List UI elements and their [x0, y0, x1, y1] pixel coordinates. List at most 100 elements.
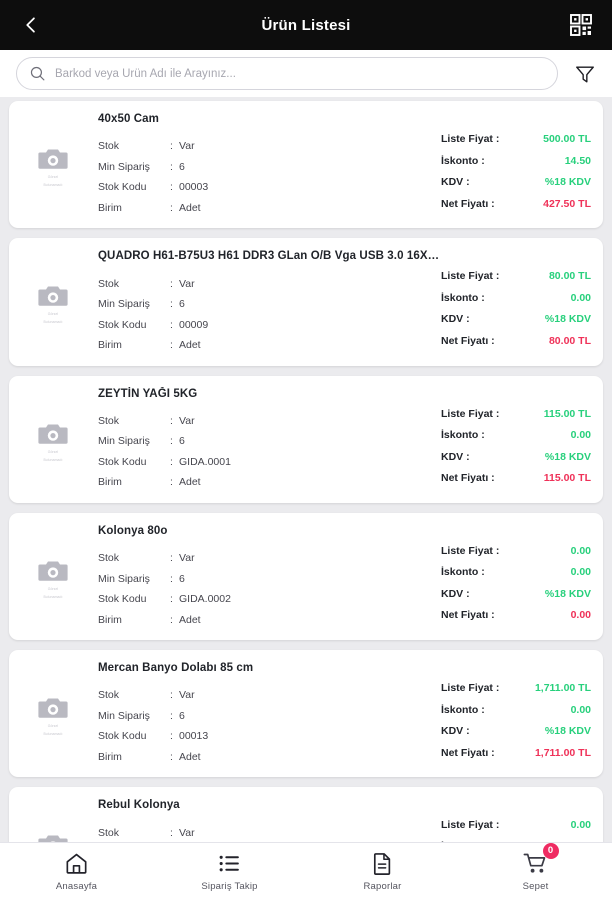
price-value: 80.00 TL: [548, 270, 591, 283]
price-kdv: KDV : %18 KDV: [441, 447, 591, 469]
product-pricing: Liste Fiyat : 0.00 İskonto : 0.00 KDV : …: [441, 522, 591, 630]
spec-separator: :: [170, 181, 173, 194]
price-liste-fiyat: Liste Fiyat : 1,711.00 TL: [441, 678, 591, 700]
spec-stok-kodu: Stok Kodu : GIDA.0002: [98, 589, 441, 609]
spec-stok-kodu: Stok Kodu : 00009: [98, 315, 441, 335]
price-label: Net Fiyatı :: [441, 334, 495, 347]
nav-item-siparis-takip[interactable]: Sipariş Takip: [153, 843, 306, 900]
qr-scan-button[interactable]: [564, 8, 598, 42]
price-label: KDV :: [441, 313, 470, 326]
cart-icon: [523, 853, 545, 873]
spec-label: Birim: [98, 476, 122, 489]
spec-separator: :: [170, 476, 173, 489]
spec-separator: :: [170, 689, 173, 702]
spec-separator: :: [170, 160, 173, 173]
spec-value: Adet: [179, 476, 201, 489]
price-value: 80.00 TL: [548, 334, 591, 347]
thumbnail-caption-line2: Bulunamadı: [43, 320, 63, 325]
spec-separator: :: [170, 730, 173, 743]
price-label: Net Fiyatı :: [441, 197, 495, 210]
product-pricing: Liste Fiyat : 0.00 İskonto : 0.00 KDV : …: [441, 796, 591, 842]
back-button[interactable]: [14, 8, 48, 42]
price-value: 427.50 TL: [543, 197, 591, 210]
price-value: 0.00: [570, 609, 591, 622]
spec-label: Min Sipariş: [98, 160, 150, 173]
price-net-fiyati: Net Fiyatı : 80.00 TL: [441, 331, 591, 353]
spec-min-siparis: Min Sipariş : 6: [98, 157, 441, 177]
nav-item-raporlar[interactable]: Raporlar: [306, 843, 459, 900]
spec-separator: :: [170, 201, 173, 214]
price-label: KDV :: [441, 587, 470, 600]
product-card[interactable]: Görsel Bulunamadı Rebul Kolonya Stok : V…: [9, 787, 603, 842]
bottom-navigation: Anasayfa Sipariş Takip: [0, 842, 612, 900]
product-thumbnail: Görsel Bulunamadı: [21, 796, 85, 842]
price-value: 0.00: [570, 429, 591, 442]
price-value: 1,711.00 TL: [534, 746, 591, 759]
price-value: 500.00 TL: [543, 133, 591, 146]
product-card[interactable]: Görsel Bulunamadı Mercan Banyo Dolabı 85…: [9, 650, 603, 778]
spec-separator: :: [170, 552, 173, 565]
price-liste-fiyat: Liste Fiyat : 0.00: [441, 815, 591, 837]
price-label: Liste Fiyat :: [441, 544, 500, 557]
camera-icon: [38, 561, 68, 581]
chevron-left-icon: [26, 17, 35, 33]
camera-icon: [38, 424, 68, 444]
nav-item-anasayfa[interactable]: Anasayfa: [0, 843, 153, 900]
spec-separator: :: [170, 435, 173, 448]
spec-label: Stok: [98, 414, 120, 427]
price-label: İskonto :: [441, 154, 485, 167]
spec-min-siparis: Min Sipariş : 6: [98, 294, 441, 314]
spec-birim: Birim : Adet: [98, 472, 441, 492]
price-net-fiyati: Net Fiyatı : 0.00: [441, 605, 591, 627]
document-icon: [373, 853, 391, 875]
product-card[interactable]: Görsel Bulunamadı ZEYTİN YAĞI 5KG Stok :…: [9, 375, 603, 503]
spec-value: Var: [179, 414, 195, 427]
home-icon-wrap: [64, 851, 89, 876]
price-label: Net Fiyatı :: [441, 746, 495, 759]
spec-label: Birim: [98, 339, 122, 352]
list-icon: [219, 855, 239, 872]
spec-separator: :: [170, 414, 173, 427]
product-card[interactable]: Görsel Bulunamadı 40x50 Cam Stok : Var M…: [9, 101, 603, 229]
price-label: Liste Fiyat :: [441, 270, 500, 283]
spec-min-siparis: Min Sipariş : 6: [98, 706, 441, 726]
price-liste-fiyat: Liste Fiyat : 115.00 TL: [441, 404, 591, 426]
product-pricing: Liste Fiyat : 1,711.00 TL İskonto : 0.00…: [441, 659, 591, 767]
search-icon: [30, 66, 45, 81]
price-liste-fiyat: Liste Fiyat : 0.00: [441, 541, 591, 563]
price-kdv: KDV : %18 KDV: [441, 172, 591, 194]
spec-stok: Stok : Var: [98, 823, 441, 842]
product-card[interactable]: Görsel Bulunamadı Kolonya 80o Stok : Var…: [9, 512, 603, 640]
cart-badge: 0: [542, 843, 559, 859]
spec-value: Adet: [179, 613, 201, 626]
search-field[interactable]: [16, 57, 558, 90]
price-liste-fiyat: Liste Fiyat : 500.00 TL: [441, 129, 591, 151]
price-net-fiyati: Net Fiyatı : 115.00 TL: [441, 468, 591, 490]
thumbnail-caption-line1: Görsel: [47, 449, 59, 454]
spec-label: Birim: [98, 613, 122, 626]
spec-separator: :: [170, 709, 173, 722]
spec-separator: :: [170, 277, 173, 290]
thumbnail-caption-line2: Bulunamadı: [43, 457, 63, 462]
price-value: 115.00 TL: [543, 472, 591, 485]
cart-icon-wrap: 0: [523, 843, 559, 876]
price-value: 0.00: [570, 544, 591, 557]
price-label: İskonto :: [441, 837, 485, 842]
nav-item-sepet[interactable]: 0 Sepet: [459, 843, 612, 900]
spec-label: Stok: [98, 552, 120, 565]
product-card[interactable]: Görsel Bulunamadı QUADRO H61-B75U3 H61 D…: [9, 238, 603, 366]
product-list[interactable]: Görsel Bulunamadı 40x50 Cam Stok : Var M…: [0, 97, 612, 842]
spec-value: Var: [179, 552, 195, 565]
price-value: 0.00: [570, 819, 591, 832]
price-liste-fiyat: Liste Fiyat : 80.00 TL: [441, 266, 591, 288]
filter-button[interactable]: [570, 59, 600, 89]
search-bar: [0, 50, 612, 97]
search-input[interactable]: [55, 58, 545, 89]
price-label: İskonto :: [441, 566, 485, 579]
spec-value: 6: [179, 435, 185, 448]
thumbnail-caption-line2: Bulunamadı: [43, 732, 63, 737]
product-pricing: Liste Fiyat : 500.00 TL İskonto : 14.50 …: [441, 110, 591, 218]
spec-value: 6: [179, 298, 185, 311]
spec-value: Var: [179, 140, 195, 153]
spec-value: 00009: [179, 318, 209, 331]
